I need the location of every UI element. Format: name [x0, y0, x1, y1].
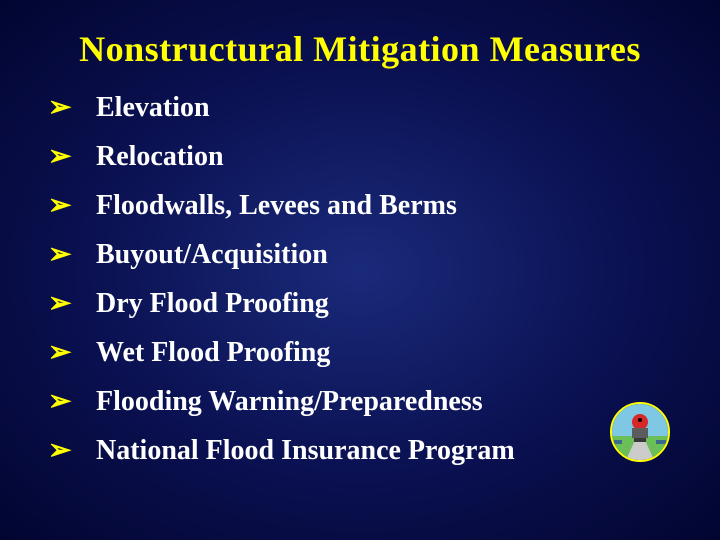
list-item: ➢ Relocation: [48, 139, 672, 173]
slide: Nonstructural Mitigation Measures ➢ Elev…: [0, 0, 720, 540]
list-item-label: Relocation: [96, 141, 224, 173]
chevron-right-icon: ➢: [48, 384, 76, 417]
siren-map-icon: [604, 402, 676, 462]
chevron-right-icon: ➢: [48, 237, 76, 270]
list-item-label: Flooding Warning/Preparedness: [96, 386, 483, 418]
list-item: ➢ Elevation: [48, 90, 672, 124]
list-item-label: Floodwalls, Levees and Berms: [96, 190, 457, 222]
list-item-label: National Flood Insurance Program: [96, 435, 515, 467]
chevron-right-icon: ➢: [48, 335, 76, 368]
chevron-right-icon: ➢: [48, 286, 76, 319]
list-item-label: Wet Flood Proofing: [96, 337, 330, 369]
list-item: ➢ Dry Flood Proofing: [48, 286, 672, 320]
list-item: ➢ Floodwalls, Levees and Berms: [48, 188, 672, 222]
chevron-right-icon: ➢: [48, 139, 76, 172]
list-item: ➢ Flooding Warning/Preparedness: [48, 384, 672, 418]
bullet-list: ➢ Elevation ➢ Relocation ➢ Floodwalls, L…: [48, 90, 672, 467]
slide-title: Nonstructural Mitigation Measures: [48, 28, 672, 70]
chevron-right-icon: ➢: [48, 433, 76, 466]
chevron-right-icon: ➢: [48, 90, 76, 123]
list-item-label: Buyout/Acquisition: [96, 239, 328, 271]
list-item: ➢ Wet Flood Proofing: [48, 335, 672, 369]
list-item: ➢ National Flood Insurance Program: [48, 433, 672, 467]
list-item-label: Elevation: [96, 92, 210, 124]
list-item: ➢ Buyout/Acquisition: [48, 237, 672, 271]
list-item-label: Dry Flood Proofing: [96, 288, 329, 320]
chevron-right-icon: ➢: [48, 188, 76, 221]
